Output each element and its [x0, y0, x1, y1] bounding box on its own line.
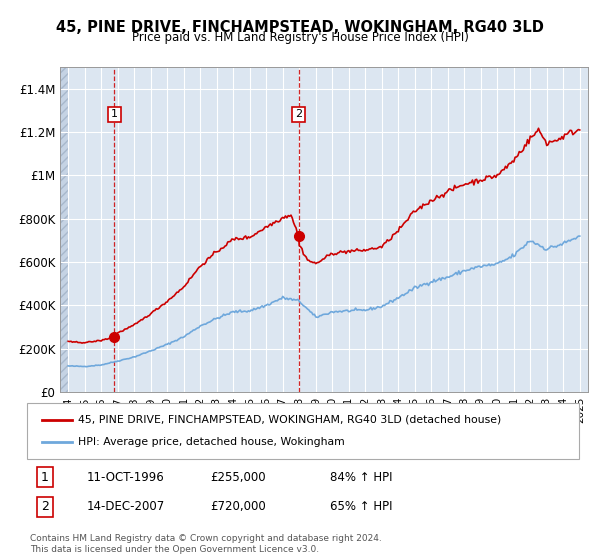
Text: Price paid vs. HM Land Registry's House Price Index (HPI): Price paid vs. HM Land Registry's House …: [131, 31, 469, 44]
Text: 84% ↑ HPI: 84% ↑ HPI: [330, 470, 392, 484]
Text: £720,000: £720,000: [210, 500, 266, 514]
Text: 65% ↑ HPI: 65% ↑ HPI: [330, 500, 392, 514]
Bar: [60, 67, 68, 392]
Text: 1: 1: [111, 109, 118, 119]
Text: HPI: Average price, detached house, Wokingham: HPI: Average price, detached house, Woki…: [78, 437, 345, 447]
Text: This data is licensed under the Open Government Licence v3.0.: This data is licensed under the Open Gov…: [30, 545, 319, 554]
Text: 11-OCT-1996: 11-OCT-1996: [87, 470, 165, 484]
Text: 45, PINE DRIVE, FINCHAMPSTEAD, WOKINGHAM, RG40 3LD (detached house): 45, PINE DRIVE, FINCHAMPSTEAD, WOKINGHAM…: [78, 415, 501, 425]
Text: 1: 1: [41, 470, 49, 484]
Text: 14-DEC-2007: 14-DEC-2007: [87, 500, 165, 514]
Text: 45, PINE DRIVE, FINCHAMPSTEAD, WOKINGHAM, RG40 3LD: 45, PINE DRIVE, FINCHAMPSTEAD, WOKINGHAM…: [56, 20, 544, 35]
Text: £255,000: £255,000: [210, 470, 266, 484]
Text: 2: 2: [295, 109, 302, 119]
Text: Contains HM Land Registry data © Crown copyright and database right 2024.: Contains HM Land Registry data © Crown c…: [30, 534, 382, 543]
Text: 2: 2: [41, 500, 49, 514]
